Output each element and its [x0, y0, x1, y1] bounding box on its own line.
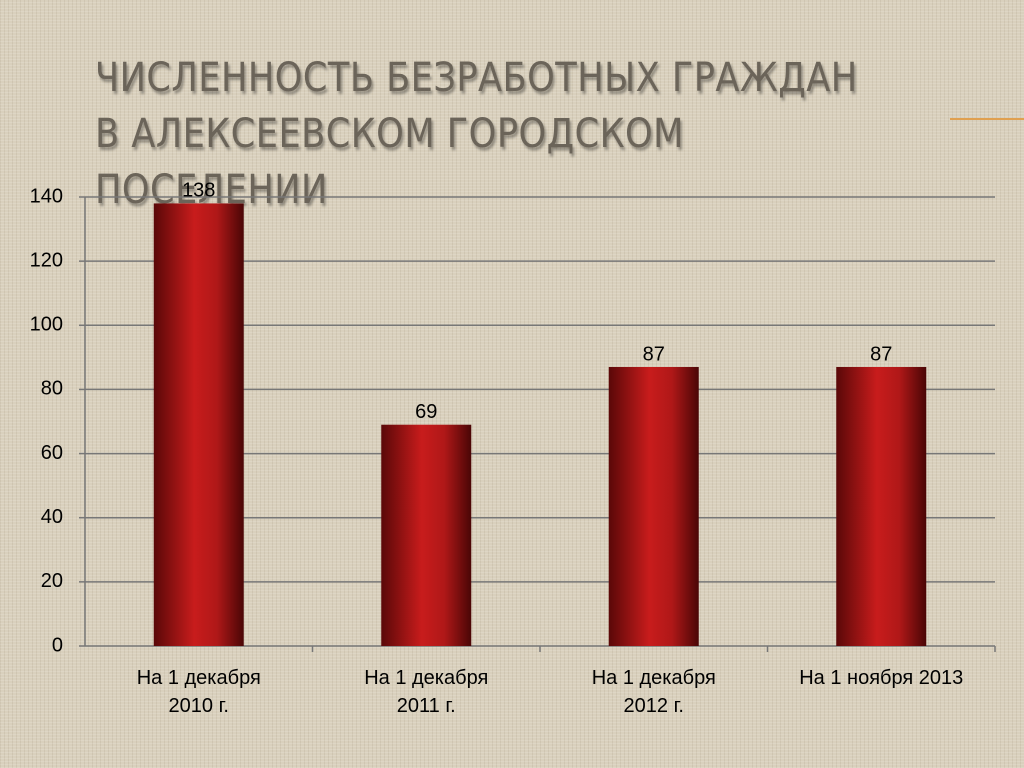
- y-tick-label: 80: [41, 378, 63, 400]
- y-tick-label: 40: [41, 506, 63, 528]
- bar: [836, 366, 927, 646]
- x-tick-label: На 1 декабря 2010 г.: [136, 667, 261, 717]
- value-label: 69: [415, 401, 437, 423]
- x-tick-label: На 1 декабря 2012 г.: [591, 667, 716, 717]
- accent-line: [950, 118, 1024, 120]
- y-tick-label: 0: [52, 634, 63, 656]
- bar: [153, 203, 244, 646]
- bar: [381, 424, 472, 646]
- y-tick-label: 140: [30, 185, 63, 207]
- y-tick-label: 20: [41, 570, 63, 592]
- bar: [608, 366, 699, 646]
- slide-title: ЧИСЛЕННОСТЬ БЕЗРАБОТНЫХ ГРАЖДАН В АЛЕКСЕ…: [95, 55, 858, 213]
- value-label: 87: [643, 343, 665, 365]
- x-tick-label: На 1 ноября 2013: [799, 667, 964, 689]
- x-tick-label: На 1 декабря 2011 г.: [364, 667, 489, 717]
- y-tick-label: 100: [30, 314, 63, 336]
- value-label: 138: [182, 180, 215, 202]
- y-tick-label: 60: [41, 442, 63, 464]
- y-tick-label: 120: [30, 249, 63, 271]
- value-label: 87: [870, 343, 892, 365]
